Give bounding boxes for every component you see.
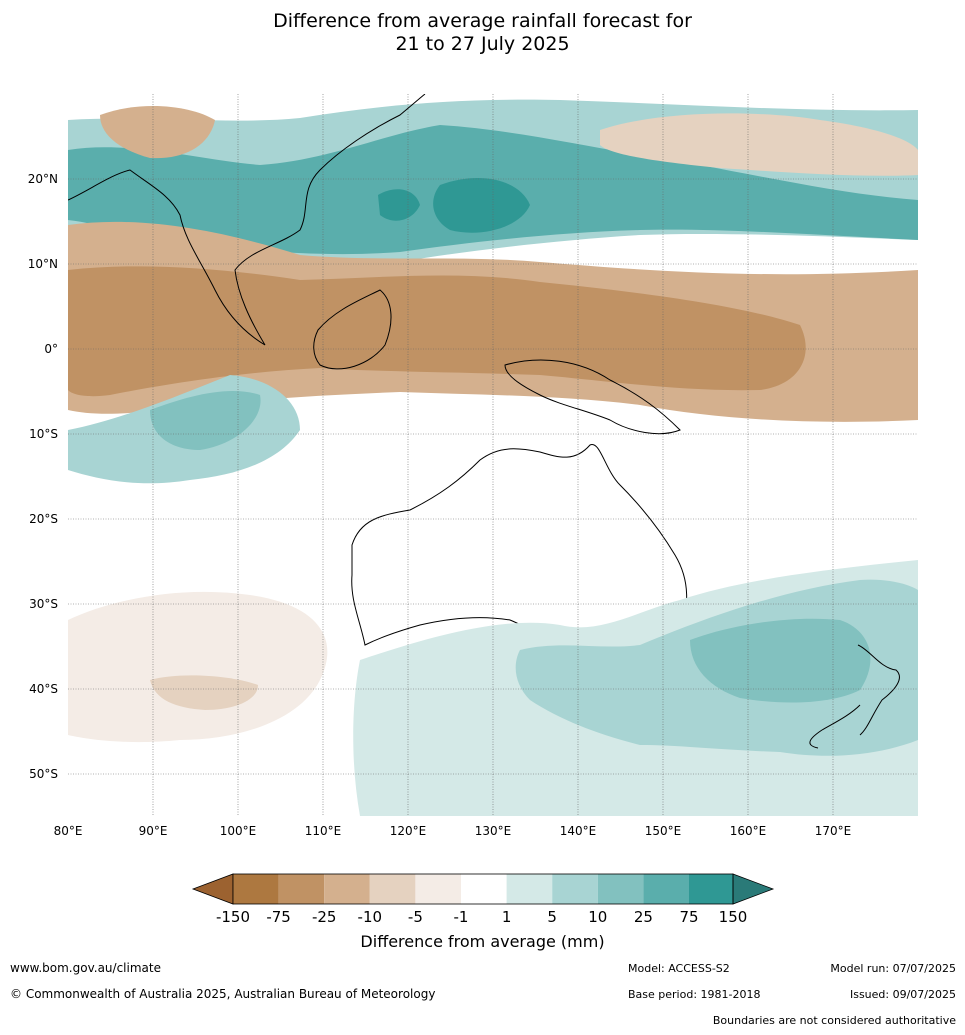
colorbar-tick-10: 25	[634, 908, 653, 926]
dry-patch-north-pacific	[600, 113, 918, 176]
model-name: Model: ACCESS-S2	[628, 962, 730, 975]
colorbar-swatch-3	[324, 874, 370, 904]
lat-label-30S: 30°S	[29, 597, 58, 611]
lon-label-140E: 140°E	[560, 824, 597, 838]
colorbar-swatch-11	[689, 874, 733, 904]
borneo-coastline	[313, 289, 392, 370]
lon-label-170E: 170°E	[815, 824, 852, 838]
lon-label-90E: 90°E	[139, 824, 168, 838]
longitude-labels: 80°E 90°E 100°E 110°E 120°E 130°E 140°E …	[54, 824, 852, 838]
australia-landmass	[351, 444, 688, 681]
lat-label-40S: 40°S	[29, 682, 58, 696]
colorbar-tick-5: -5	[408, 908, 423, 926]
colorbar-tick-2: -75	[266, 908, 291, 926]
base-period: Base period: 1981-2018	[628, 988, 761, 1001]
colorbar-title: Difference from average (mm)	[360, 932, 605, 951]
copyright-text: © Commonwealth of Australia 2025, Austra…	[10, 987, 436, 1001]
colorbar-swatch-7	[506, 874, 553, 904]
lat-label-10S: 10°S	[29, 427, 58, 441]
colorbar-swatch-9	[597, 874, 644, 904]
colorbar-swatch-8	[552, 874, 598, 904]
colorbar-swatch-6	[461, 874, 507, 904]
wet-area-tasman-core	[690, 618, 871, 703]
lat-label-20N: 20°N	[28, 172, 58, 186]
wet-band-north-core-2	[378, 189, 420, 221]
dry-patch-himalaya	[100, 105, 215, 159]
lat-label-20S: 20°S	[29, 512, 58, 526]
new-zealand-north	[857, 644, 900, 736]
graticule	[68, 94, 918, 816]
colorbar-swatch-1	[233, 874, 279, 904]
lon-label-120E: 120°E	[390, 824, 427, 838]
lon-label-100E: 100°E	[220, 824, 257, 838]
issued-date: Issued: 09/07/2025	[849, 988, 956, 1001]
model-run-date: Model run: 07/07/2025	[830, 962, 956, 975]
colorbar-extend-low	[191, 873, 234, 905]
colorbar-tick-7: 1	[502, 908, 512, 926]
lat-label-50S: 50°S	[29, 767, 58, 781]
wet-band-north-core	[433, 177, 530, 233]
lon-label-80E: 80°E	[54, 824, 83, 838]
lon-label-150E: 150°E	[645, 824, 682, 838]
map-field	[68, 94, 918, 816]
lat-label-10N: 10°N	[28, 257, 58, 271]
colorbar-tick-9: 10	[588, 908, 607, 926]
lon-label-160E: 160°E	[730, 824, 767, 838]
colorbar-swatch-4	[369, 874, 416, 904]
colorbar-tick-6: -1	[454, 908, 469, 926]
chart-title: Difference from average rainfall forecas…	[0, 10, 965, 56]
colorbar-tick-12: 150	[719, 908, 748, 926]
lon-label-110E: 110°E	[305, 824, 342, 838]
colorbar-tick-8: 5	[547, 908, 557, 926]
colorbar-tick-4: -10	[358, 908, 383, 926]
colorbar-extend-high	[732, 873, 775, 905]
asia-coastline	[68, 94, 426, 346]
colorbar-tick-1: -150	[216, 908, 250, 926]
colorbar-swatch-2	[278, 874, 325, 904]
website-link[interactable]: www.bom.gov.au/climate	[10, 961, 161, 975]
new-guinea-coastline	[504, 359, 681, 435]
lon-label-130E: 130°E	[475, 824, 512, 838]
colorbar-tick-3: -25	[312, 908, 337, 926]
colorbar-swatch-5	[415, 874, 461, 904]
colorbar-outline	[232, 873, 734, 905]
colorbar-tick-11: 75	[679, 908, 698, 926]
title-line-2: 21 to 27 July 2025	[395, 33, 570, 55]
dry-band-equatorial-core	[68, 266, 806, 397]
latitude-labels: 20°N 10°N 0° 10°S 20°S 30°S 40°S 50°S	[28, 172, 58, 781]
new-zealand-south	[809, 704, 861, 749]
dry-area-south-indian	[68, 591, 328, 743]
wet-patch-indian-ocean-core	[150, 390, 261, 450]
lat-label-0: 0°	[44, 342, 58, 356]
title-line-1: Difference from average rainfall forecas…	[273, 10, 692, 32]
colorbar: -150 -75 -25 -10 -5 -1 1 5 10 25 75 150	[191, 873, 775, 926]
colorbar-swatch-10	[643, 874, 689, 904]
dry-area-south-indian-core	[150, 675, 258, 710]
boundary-disclaimer: Boundaries are not considered authoritat…	[712, 1014, 956, 1027]
